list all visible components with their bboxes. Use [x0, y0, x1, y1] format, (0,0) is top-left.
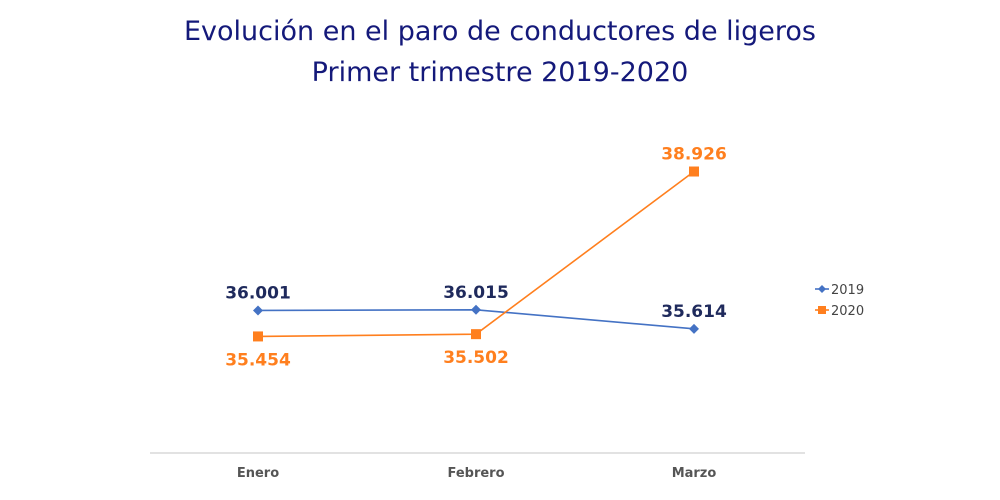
data-point-2019	[471, 304, 481, 315]
x-tick-label: Febrero	[447, 466, 504, 481]
legend-entry: 2019	[831, 283, 864, 298]
data-point-2020	[689, 166, 699, 177]
chart-title: Evolución en el paro de conductores de l…	[184, 16, 816, 47]
data-label: 38.926	[661, 145, 727, 165]
data-label: 35.502	[443, 348, 509, 368]
data-label: 36.015	[443, 283, 509, 303]
data-point-2019	[253, 305, 263, 316]
legend-square-icon	[818, 306, 826, 314]
legend-entry: 2020	[831, 304, 864, 319]
chart-subtitle: Primer trimestre 2019-2020	[311, 57, 689, 88]
data-point-2020	[471, 329, 481, 340]
x-tick-label: Enero	[237, 466, 279, 481]
data-label: 35.614	[661, 302, 727, 322]
data-point-2020	[253, 331, 263, 342]
data-point-2019	[689, 323, 699, 334]
data-label: 35.454	[225, 350, 291, 370]
data-label: 36.001	[225, 283, 291, 303]
legend-diamond-icon	[818, 285, 826, 293]
x-tick-label: Marzo	[672, 466, 717, 481]
